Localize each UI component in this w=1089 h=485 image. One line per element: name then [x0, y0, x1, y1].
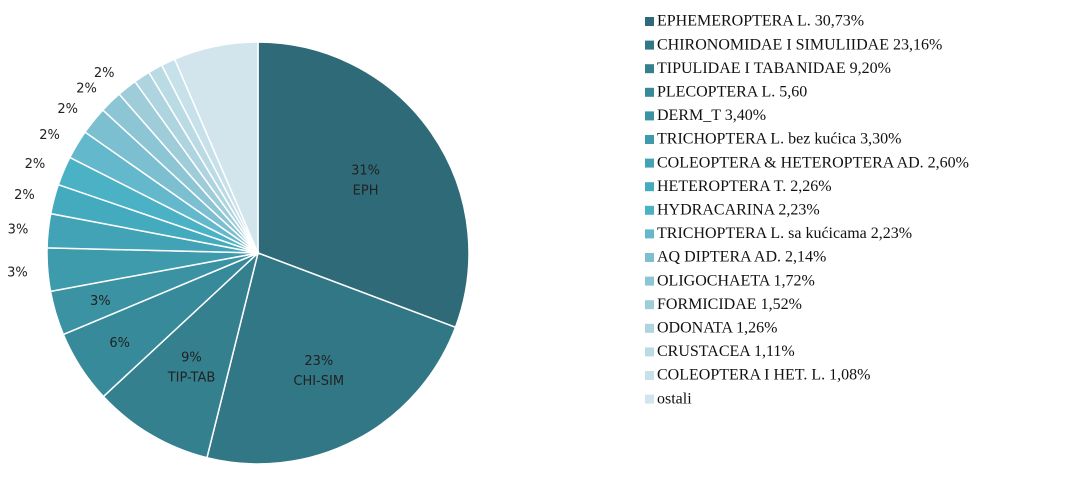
- data-label-value: 6%: [109, 336, 130, 351]
- legend-label: HETEROPTERA T. 2,26%: [657, 178, 832, 195]
- legend-swatch: [645, 205, 654, 215]
- pie-slice: [173, 41, 259, 254]
- legend-label: TIPULIDAE I TABANIDAE 9,20%: [657, 60, 891, 77]
- data-label: 2%: [94, 66, 115, 81]
- data-label: 31% EPH: [351, 164, 380, 199]
- legend-swatch: [645, 229, 654, 239]
- legend-swatch: [645, 87, 654, 97]
- data-label-name: CHI-SIM: [293, 374, 344, 389]
- legend-swatch: [645, 158, 654, 168]
- data-label: 9% TIP-TAB: [167, 351, 216, 386]
- data-label: 2%: [25, 157, 46, 172]
- legend-swatch: [645, 111, 654, 121]
- legend-label: DERM_T 3,40%: [657, 107, 766, 124]
- legend-swatch: [645, 300, 654, 310]
- data-label: 23% CHI-SIM: [293, 354, 344, 389]
- data-label-value: 2%: [39, 128, 60, 143]
- legend-swatch: [645, 253, 654, 262]
- data-label-value: 2%: [14, 188, 35, 203]
- data-label-value: 3%: [8, 223, 29, 238]
- data-label-value: 3%: [7, 265, 28, 280]
- data-label: 2%: [39, 128, 60, 143]
- legend-label: COLEOPTERA I HET. L. 1,08%: [657, 367, 870, 384]
- legend-label: OLIGOCHAETA 1,72%: [657, 272, 815, 289]
- legend-label: CRUSTACEA 1,11%: [657, 343, 795, 360]
- legend-swatch: [645, 323, 654, 333]
- data-label-value: 2%: [94, 66, 115, 81]
- data-label-value: 31%: [351, 164, 380, 179]
- legend-swatch: [645, 276, 654, 286]
- data-label: 6%: [109, 336, 130, 351]
- pie-slice: [257, 41, 470, 329]
- legend-label: PLECOPTERA L. 5,60: [657, 83, 807, 100]
- legend-label: FORMICIDAE 1,52%: [657, 296, 802, 313]
- legend-label: COLEOPTERA & HETEROPTERA AD. 2,60%: [657, 154, 969, 171]
- data-label-value: 2%: [57, 102, 78, 117]
- data-label-value: 2%: [25, 157, 46, 172]
- legend-label: EPHEMEROPTERA L. 30,73%: [657, 13, 864, 30]
- legend-label: AQ DIPTERA AD. 2,14%: [657, 249, 826, 266]
- data-label: 2%: [76, 82, 97, 97]
- legend-label: ostali: [657, 390, 692, 407]
- data-label: 3%: [8, 223, 29, 238]
- legend-label: HYDRACARINA 2,23%: [657, 201, 820, 218]
- legend-swatch: [645, 371, 654, 380]
- legend-label: ODONATA 1,26%: [657, 319, 778, 336]
- legend-label: TRICHOPTERA L. bez kućica 3,30%: [657, 131, 901, 148]
- data-label-value: 9%: [181, 351, 202, 366]
- data-label: 3%: [90, 294, 111, 309]
- data-label-name: EPH: [353, 184, 379, 199]
- legend-swatch: [645, 182, 654, 192]
- pie-slice: [102, 250, 260, 459]
- legend-swatch: [645, 347, 654, 357]
- data-label: 2%: [14, 188, 35, 203]
- data-label: 2%: [57, 102, 78, 117]
- legend-label: CHIRONOMIDAE I SIMULIIDAE 23,16%: [657, 36, 942, 53]
- legend-label: TRICHOPTERA L. sa kućicama 2,23%: [657, 225, 912, 242]
- legend-swatch: [645, 394, 654, 404]
- data-label-value: 23%: [304, 354, 333, 369]
- data-label-name: TIP-TAB: [167, 371, 216, 386]
- pie-slice: [206, 252, 457, 465]
- data-label: 3%: [7, 265, 28, 280]
- legend-swatch: [645, 135, 654, 144]
- data-label-value: 3%: [90, 294, 111, 309]
- legend-swatch: [645, 40, 654, 50]
- data-label-value: 2%: [76, 82, 97, 97]
- legend-swatch: [645, 64, 654, 74]
- legend-swatch: [645, 17, 654, 26]
